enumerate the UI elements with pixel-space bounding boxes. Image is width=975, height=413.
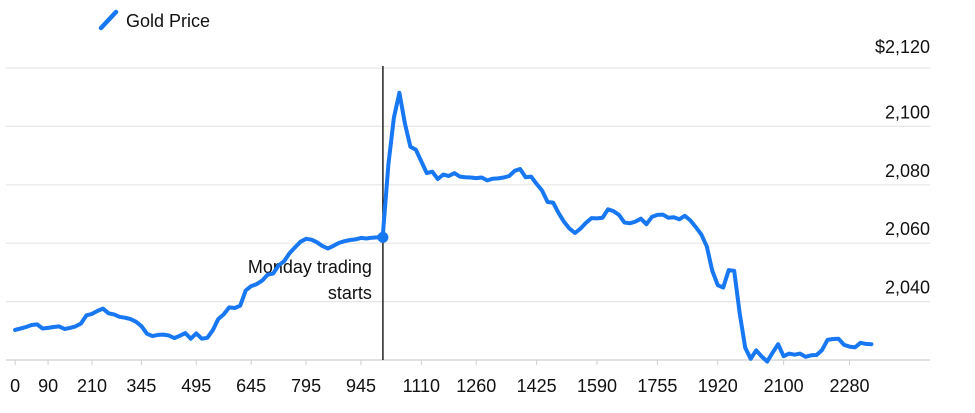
legend-label-gold-price: Gold Price	[126, 11, 210, 31]
x-tick-label: 1755	[637, 376, 677, 396]
x-tick-label: 645	[236, 376, 266, 396]
series	[13, 90, 874, 364]
y-axis-top-label: $2,120	[875, 37, 930, 57]
y-tick-label: 2,100	[885, 102, 930, 122]
x-tick-label: 1920	[698, 376, 738, 396]
y-tick-label: 2,080	[885, 161, 930, 181]
annotation-text-line2: starts	[328, 283, 372, 303]
series-line-gold-price	[13, 90, 874, 364]
legend-swatch-icon	[98, 9, 119, 31]
annotation: Monday trading starts	[248, 66, 384, 360]
x-tick-label: 1590	[577, 376, 617, 396]
y-axis-ticks: 2,040 2,060 2,080 2,100	[885, 102, 930, 297]
x-tick-label: 90	[38, 376, 58, 396]
x-axis-ticks: 0 90 210 345 495 645 795 945 1110 1260 1425 1590 175…	[10, 360, 870, 396]
gridlines	[6, 67, 930, 361]
annotation-text-line1: Monday trading	[248, 257, 372, 277]
legend: Gold Price	[98, 9, 210, 31]
x-tick-label: 1260	[456, 376, 496, 396]
x-tick-label: 0	[10, 376, 20, 396]
y-tick-label: 2,040	[885, 278, 930, 298]
x-tick-label: 345	[126, 376, 156, 396]
x-tick-label: 1425	[517, 376, 557, 396]
x-tick-label: 945	[346, 376, 376, 396]
y-tick-label: 2,060	[885, 219, 930, 239]
x-tick-label: 210	[77, 376, 107, 396]
marker-point	[377, 231, 389, 243]
x-tick-label: 495	[181, 376, 211, 396]
x-tick-label: 1110	[403, 376, 440, 396]
x-tick-label: 2280	[829, 376, 869, 396]
x-tick-label: 795	[291, 376, 321, 396]
x-tick-label: 2100	[764, 376, 804, 396]
